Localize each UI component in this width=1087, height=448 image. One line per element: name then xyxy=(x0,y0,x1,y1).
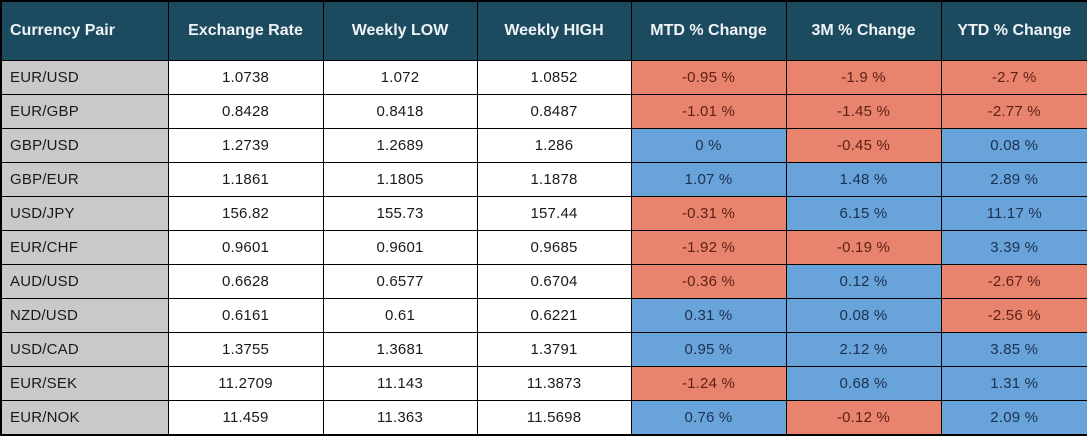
three-month-change-cell: -0.45 % xyxy=(785,128,942,163)
three-month-change-cell: -1.45 % xyxy=(785,94,942,129)
weekly-low-cell: 1.1805 xyxy=(322,162,478,197)
weekly-high-cell: 1.3791 xyxy=(476,332,632,367)
mtd-change-cell: -1.92 % xyxy=(630,230,787,265)
three-month-change-cell: -0.19 % xyxy=(785,230,942,265)
table-row: EUR/CHF 0.9601 0.9601 0.9685 -1.92 % -0.19 % 3… xyxy=(0,230,1087,265)
mtd-change-cell: 1.07 % xyxy=(630,162,787,197)
exchange-rate-cell: 1.2739 xyxy=(167,128,324,163)
exchange-rate-cell: 1.0738 xyxy=(167,60,324,95)
three-month-change-cell: 0.68 % xyxy=(785,366,942,401)
table-row: EUR/GBP 0.8428 0.8418 0.8487 -1.01 % -1.45 % -… xyxy=(0,94,1087,129)
weekly-high-cell: 0.6221 xyxy=(476,298,632,333)
table-row: EUR/SEK 11.2709 11.143 11.3873 -1.24 % 0.68 %… xyxy=(0,366,1087,401)
ytd-change-cell: -2.7 % xyxy=(940,60,1087,95)
table-row: GBP/EUR 1.1861 1.1805 1.1878 1.07 % 1.48 % 2.8… xyxy=(0,162,1087,197)
ytd-change-cell: -2.67 % xyxy=(940,264,1087,299)
ytd-change-cell: 11.17 % xyxy=(940,196,1087,231)
mtd-change-cell: 0.31 % xyxy=(630,298,787,333)
ytd-change-cell: 2.89 % xyxy=(940,162,1087,197)
weekly-low-cell: 11.363 xyxy=(322,400,478,436)
ytd-change-cell: 3.85 % xyxy=(940,332,1087,367)
currency-pair-cell: NZD/USD xyxy=(0,298,169,333)
weekly-low-cell: 1.3681 xyxy=(322,332,478,367)
three-month-change-cell: 2.12 % xyxy=(785,332,942,367)
column-header-m3-change: 3M % Change xyxy=(785,0,942,61)
exchange-rate-cell: 11.459 xyxy=(167,400,324,436)
ytd-change-cell: 0.08 % xyxy=(940,128,1087,163)
three-month-change-cell: -0.12 % xyxy=(785,400,942,436)
weekly-low-cell: 0.8418 xyxy=(322,94,478,129)
table-row: USD/JPY 156.82 155.73 157.44 -0.31 % 6.15 % 11… xyxy=(0,196,1087,231)
exchange-rate-cell: 0.6628 xyxy=(167,264,324,299)
exchange-rate-cell: 156.82 xyxy=(167,196,324,231)
currency-pair-cell: EUR/GBP xyxy=(0,94,169,129)
three-month-change-cell: 0.08 % xyxy=(785,298,942,333)
weekly-high-cell: 1.0852 xyxy=(476,60,632,95)
column-header-weekly-high: Weekly HIGH xyxy=(476,0,632,61)
column-header-ytd-change: YTD % Change xyxy=(940,0,1087,61)
weekly-high-cell: 0.8487 xyxy=(476,94,632,129)
weekly-low-cell: 0.6577 xyxy=(322,264,478,299)
table-body: EUR/USD 1.0738 1.072 1.0852 -0.95 % -1.9 % -2.… xyxy=(0,60,1087,436)
mtd-change-cell: 0.95 % xyxy=(630,332,787,367)
three-month-change-cell: 0.12 % xyxy=(785,264,942,299)
exchange-rate-cell: 1.1861 xyxy=(167,162,324,197)
mtd-change-cell: -1.01 % xyxy=(630,94,787,129)
weekly-low-cell: 11.143 xyxy=(322,366,478,401)
weekly-low-cell: 1.2689 xyxy=(322,128,478,163)
exchange-rate-cell: 1.3755 xyxy=(167,332,324,367)
currency-pair-cell: EUR/SEK xyxy=(0,366,169,401)
mtd-change-cell: 0 % xyxy=(630,128,787,163)
mtd-change-cell: -0.95 % xyxy=(630,60,787,95)
table-row: NZD/USD 0.6161 0.61 0.6221 0.31 % 0.08 % -2.56… xyxy=(0,298,1087,333)
column-header-weekly-low: Weekly LOW xyxy=(322,0,478,61)
header-row: Currency Pair Exchange Rate Weekly LOW Week… xyxy=(0,0,1087,61)
currency-pair-cell: EUR/CHF xyxy=(0,230,169,265)
weekly-high-cell: 1.1878 xyxy=(476,162,632,197)
weekly-low-cell: 1.072 xyxy=(322,60,478,95)
weekly-high-cell: 1.286 xyxy=(476,128,632,163)
column-header-pair: Currency Pair xyxy=(0,0,169,61)
exchange-rate-cell: 0.9601 xyxy=(167,230,324,265)
weekly-low-cell: 155.73 xyxy=(322,196,478,231)
mtd-change-cell: -1.24 % xyxy=(630,366,787,401)
mtd-change-cell: -0.31 % xyxy=(630,196,787,231)
currency-pair-cell: AUD/USD xyxy=(0,264,169,299)
weekly-high-cell: 157.44 xyxy=(476,196,632,231)
table-row: AUD/USD 0.6628 0.6577 0.6704 -0.36 % 0.12 % -2… xyxy=(0,264,1087,299)
ytd-change-cell: 1.31 % xyxy=(940,366,1087,401)
ytd-change-cell: -2.56 % xyxy=(940,298,1087,333)
ytd-change-cell: -2.77 % xyxy=(940,94,1087,129)
weekly-low-cell: 0.9601 xyxy=(322,230,478,265)
mtd-change-cell: 0.76 % xyxy=(630,400,787,436)
ytd-change-cell: 2.09 % xyxy=(940,400,1087,436)
three-month-change-cell: 6.15 % xyxy=(785,196,942,231)
weekly-low-cell: 0.61 xyxy=(322,298,478,333)
weekly-high-cell: 11.3873 xyxy=(476,366,632,401)
weekly-high-cell: 0.6704 xyxy=(476,264,632,299)
column-header-mtd-change: MTD % Change xyxy=(630,0,787,61)
ytd-change-cell: 3.39 % xyxy=(940,230,1087,265)
currency-pair-cell: USD/CAD xyxy=(0,332,169,367)
three-month-change-cell: 1.48 % xyxy=(785,162,942,197)
column-header-exchange-rate: Exchange Rate xyxy=(167,0,324,61)
currency-rates-table: Currency Pair Exchange Rate Weekly LOW Week… xyxy=(0,0,1087,436)
currency-pair-cell: EUR/NOK xyxy=(0,400,169,436)
exchange-rate-cell: 0.6161 xyxy=(167,298,324,333)
table-row: EUR/NOK 11.459 11.363 11.5698 0.76 % -0.12 % 2… xyxy=(0,400,1087,436)
weekly-high-cell: 11.5698 xyxy=(476,400,632,436)
exchange-rate-cell: 11.2709 xyxy=(167,366,324,401)
currency-pair-cell: GBP/USD xyxy=(0,128,169,163)
mtd-change-cell: -0.36 % xyxy=(630,264,787,299)
table-row: GBP/USD 1.2739 1.2689 1.286 0 % -0.45 % 0.08 % xyxy=(0,128,1087,163)
currency-pair-cell: GBP/EUR xyxy=(0,162,169,197)
three-month-change-cell: -1.9 % xyxy=(785,60,942,95)
weekly-high-cell: 0.9685 xyxy=(476,230,632,265)
table-row: USD/CAD 1.3755 1.3681 1.3791 0.95 % 2.12 % 3.8… xyxy=(0,332,1087,367)
exchange-rate-cell: 0.8428 xyxy=(167,94,324,129)
table-row: EUR/USD 1.0738 1.072 1.0852 -0.95 % -1.9 % -2.… xyxy=(0,60,1087,95)
currency-pair-cell: USD/JPY xyxy=(0,196,169,231)
currency-pair-cell: EUR/USD xyxy=(0,60,169,95)
